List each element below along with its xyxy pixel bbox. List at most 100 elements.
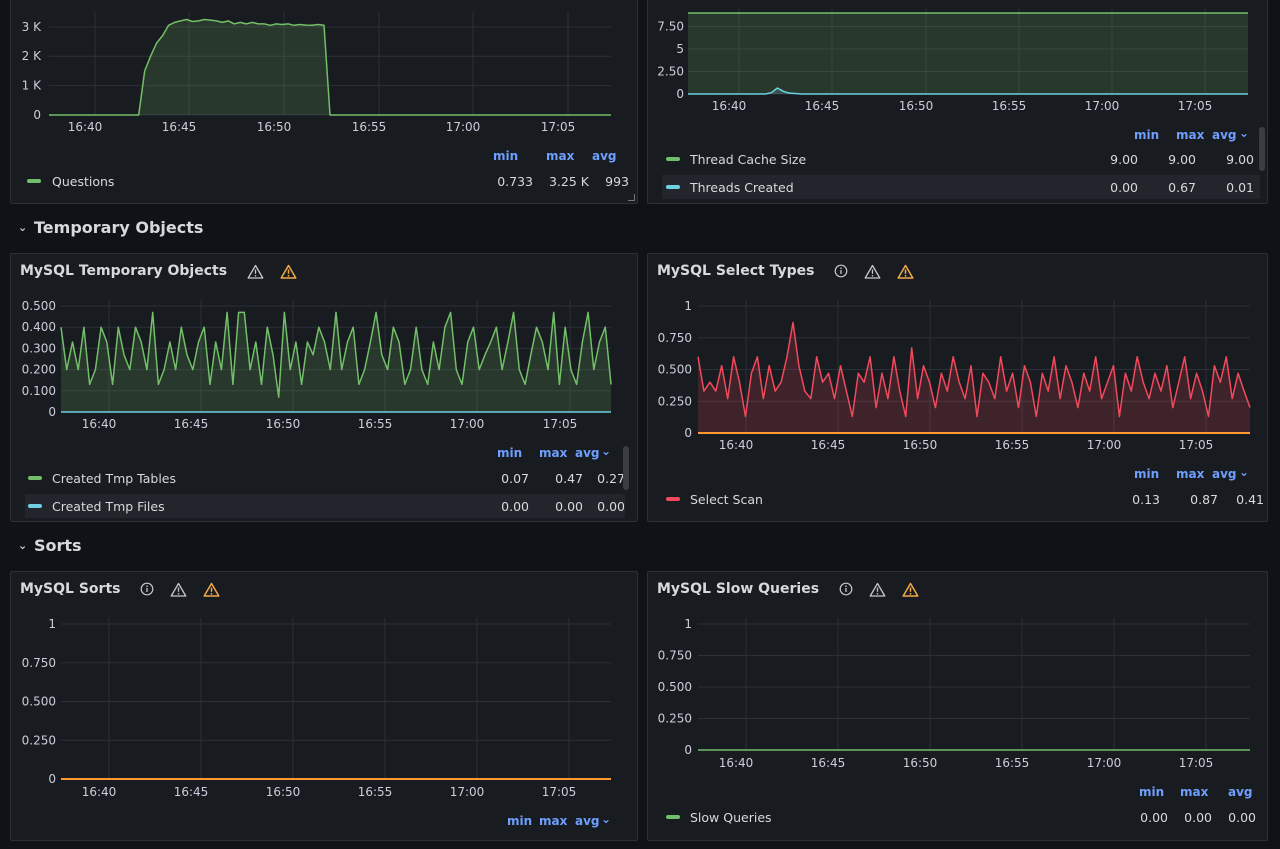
legend-header-max[interactable]: max bbox=[539, 446, 568, 460]
legend-header-max[interactable]: max bbox=[546, 149, 575, 163]
series-avg: 0.41 bbox=[1236, 492, 1264, 507]
y-tick-label: 0 bbox=[684, 426, 692, 440]
row-header-temporary-objects[interactable]: ⌄ Temporary Objects bbox=[18, 218, 203, 237]
series-min: 0.00 bbox=[501, 499, 529, 514]
select-types-chart[interactable]: 1 0.750 0.500 0.250 0 16:40 16:45 16:50 16:55 17:… bbox=[648, 254, 1268, 522]
panel-mysql-slow-queries: MySQL Slow Queries 1 0.750 0.500 0.250 0 16:4… bbox=[647, 571, 1268, 841]
series-name: Created Tmp Tables bbox=[52, 471, 176, 486]
x-tick-label: 17:05 bbox=[541, 120, 576, 134]
y-tick-label: 0 bbox=[684, 743, 692, 757]
legend-row[interactable]: Select Scan 0.13 0.87 0.41 bbox=[662, 487, 1264, 511]
legend-row[interactable]: Threads Created 0.00 0.67 0.01 bbox=[662, 175, 1260, 199]
series-area-fill bbox=[688, 13, 1248, 94]
legend-header-avg[interactable]: avg bbox=[1212, 128, 1237, 142]
x-tick-label: 17:00 bbox=[1087, 438, 1122, 452]
x-tick-label: 16:40 bbox=[82, 785, 117, 799]
panel-title: MySQL Slow Queries bbox=[657, 581, 820, 597]
x-tick-label: 16:55 bbox=[992, 99, 1027, 113]
x-tick-label: 17:05 bbox=[543, 417, 578, 431]
legend-header-avg[interactable]: avg bbox=[1228, 785, 1253, 799]
x-tick-label: 16:50 bbox=[903, 438, 938, 452]
x-tick-label: 17:00 bbox=[1085, 99, 1120, 113]
x-tick-label: 17:00 bbox=[1087, 756, 1122, 770]
legend-header-min[interactable]: min bbox=[493, 149, 519, 163]
warning-outline-icon[interactable] bbox=[247, 264, 264, 279]
series-min: 0.07 bbox=[501, 471, 529, 486]
x-tick-label: 17:05 bbox=[1178, 99, 1213, 113]
series-area-fill bbox=[698, 322, 1250, 433]
row-header-sorts[interactable]: ⌄ Sorts bbox=[18, 536, 82, 555]
legend-header-avg[interactable]: avg bbox=[1212, 467, 1237, 481]
legend-header-max[interactable]: max bbox=[1176, 467, 1205, 481]
legend-scrollbar[interactable] bbox=[1259, 127, 1265, 171]
legend-header-min[interactable]: min bbox=[1134, 467, 1160, 481]
info-icon[interactable] bbox=[839, 582, 853, 596]
legend-header-min[interactable]: min bbox=[1139, 785, 1165, 799]
warning-icon[interactable] bbox=[897, 264, 915, 279]
x-tick-label: 16:40 bbox=[719, 438, 754, 452]
temporary-objects-chart[interactable]: 0.500 0.400 0.300 0.200 0.100 0 16:40 16:45 16:5… bbox=[11, 254, 638, 522]
x-tick-label: 16:40 bbox=[712, 99, 747, 113]
y-tick-label: 0 bbox=[48, 405, 56, 419]
warning-outline-icon[interactable] bbox=[170, 582, 187, 597]
sort-chevron-icon[interactable]: ⌄ bbox=[1239, 465, 1250, 479]
info-icon[interactable] bbox=[834, 264, 848, 278]
slow-queries-chart[interactable]: 1 0.750 0.500 0.250 0 16:40 16:45 16:50 16:55 17:… bbox=[648, 572, 1268, 841]
panel-header[interactable]: MySQL Slow Queries bbox=[657, 581, 919, 597]
series-min: 9.00 bbox=[1110, 152, 1138, 167]
x-tick-label: 16:45 bbox=[174, 417, 209, 431]
legend-header-max[interactable]: max bbox=[539, 814, 568, 828]
resize-handle[interactable] bbox=[628, 194, 635, 201]
legend-header-min[interactable]: min bbox=[507, 814, 533, 828]
legend-header-avg[interactable]: avg bbox=[592, 149, 617, 163]
legend-row[interactable]: Questions 0.733 3.25 K 993 bbox=[21, 169, 629, 193]
legend-header-max[interactable]: max bbox=[1180, 785, 1209, 799]
panel-header[interactable]: MySQL Sorts bbox=[20, 581, 221, 597]
y-tick-label: 0.750 bbox=[22, 656, 56, 670]
x-tick-label: 16:50 bbox=[266, 785, 301, 799]
x-tick-label: 16:40 bbox=[719, 756, 754, 770]
sort-chevron-icon[interactable]: ⌄ bbox=[1239, 126, 1250, 140]
x-tick-label: 16:55 bbox=[352, 120, 387, 134]
x-tick-label: 16:50 bbox=[257, 120, 292, 134]
series-max: 0.00 bbox=[1184, 810, 1212, 825]
series-max: 0.67 bbox=[1168, 180, 1196, 195]
legend-header-avg[interactable]: avg bbox=[575, 814, 600, 828]
y-tick-label: 3 K bbox=[22, 20, 42, 34]
y-tick-label: 0.400 bbox=[22, 320, 56, 334]
legend-row[interactable]: Created Tmp Files 0.00 0.00 0.00 bbox=[25, 494, 625, 518]
legend-row[interactable]: Slow Queries 0.00 0.00 0.00 bbox=[662, 805, 1260, 829]
panel-title: MySQL Select Types bbox=[657, 263, 815, 279]
series-line bbox=[697, 321, 1251, 418]
legend-header-min[interactable]: min bbox=[497, 446, 523, 460]
threads-chart[interactable]: 7.50 5 2.50 0 16:40 16:45 16:50 16:55 17:00 17:05 bbox=[648, 0, 1268, 204]
warning-icon[interactable] bbox=[203, 582, 221, 597]
legend-scrollbar[interactable] bbox=[623, 446, 629, 490]
legend-header-min[interactable]: min bbox=[1134, 128, 1160, 142]
y-tick-label: 0 bbox=[676, 87, 684, 101]
series-swatch bbox=[666, 815, 680, 819]
sort-chevron-icon[interactable]: ⌄ bbox=[601, 444, 612, 458]
warning-icon[interactable] bbox=[280, 264, 297, 279]
y-tick-label: 7.50 bbox=[657, 20, 684, 34]
warning-icon[interactable] bbox=[902, 582, 919, 597]
legend-row[interactable]: Thread Cache Size 9.00 9.00 9.00 bbox=[662, 147, 1260, 171]
sort-chevron-icon[interactable]: ⌄ bbox=[601, 812, 612, 826]
y-tick-label: 0.500 bbox=[22, 299, 56, 313]
questions-chart[interactable]: 3 K 2 K 1 K 0 16:40 16:45 16:50 16:55 17:00 17:05 bbox=[11, 0, 638, 204]
info-icon[interactable] bbox=[140, 582, 154, 596]
warning-outline-icon[interactable] bbox=[869, 582, 886, 597]
panel-header[interactable]: MySQL Select Types bbox=[657, 263, 915, 279]
warning-outline-icon[interactable] bbox=[864, 264, 881, 279]
panel-title: MySQL Temporary Objects bbox=[20, 263, 228, 279]
panel-header[interactable]: MySQL Temporary Objects bbox=[20, 263, 297, 279]
x-tick-label: 16:55 bbox=[995, 756, 1030, 770]
series-avg: 0.01 bbox=[1226, 180, 1254, 195]
series-avg: 993 bbox=[605, 174, 629, 189]
legend-row[interactable]: Created Tmp Tables 0.07 0.47 0.27 bbox=[25, 466, 625, 490]
panel-threads: 7.50 5 2.50 0 16:40 16:45 16:50 16:55 17:00 17:05… bbox=[647, 0, 1268, 204]
y-tick-label: 1 bbox=[684, 299, 692, 313]
sorts-chart[interactable]: 1 0.750 0.500 0.250 0 16:40 16:45 16:50 16:55 17:… bbox=[11, 572, 638, 841]
legend-header-avg[interactable]: avg bbox=[575, 446, 600, 460]
legend-header-max[interactable]: max bbox=[1176, 128, 1205, 142]
